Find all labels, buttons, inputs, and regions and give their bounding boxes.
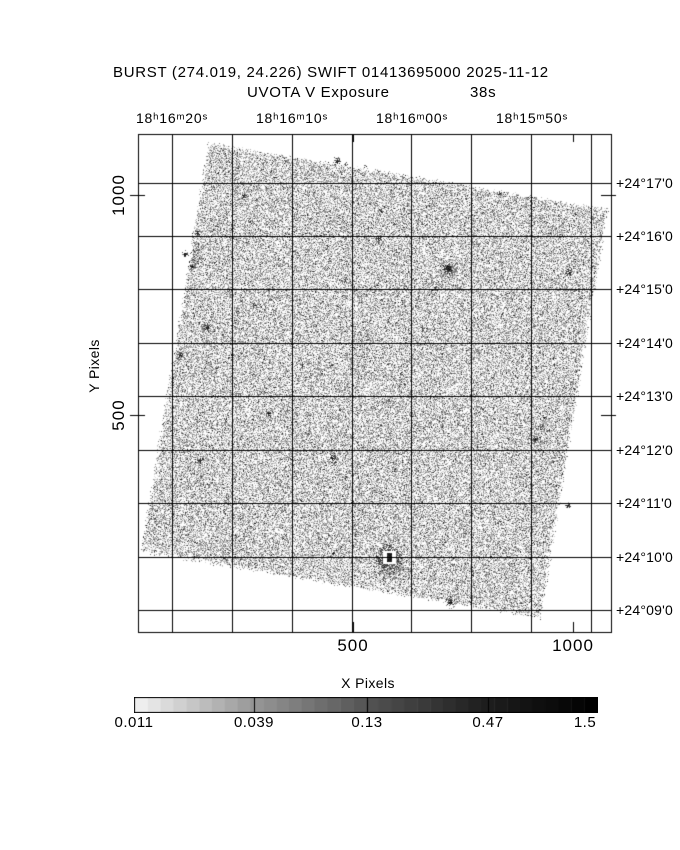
colorbar-tick-label: 1.5	[573, 714, 597, 731]
y-pixel-tick-label: 500	[109, 399, 128, 431]
x-pixel-tick-label: 500	[337, 636, 369, 655]
y-axis-title: Y Pixels	[86, 339, 102, 393]
dec-tick-label: +24°12'0	[616, 442, 673, 458]
dec-tick-label: +24°14'0	[616, 335, 673, 351]
exposure-image-canvas	[120, 124, 630, 640]
figure-subtitle: UVOTA V Exposure	[247, 84, 390, 101]
dec-tick-label: +24°13'0	[616, 388, 673, 404]
x-pixel-tick-label: 1000	[552, 636, 594, 655]
y-pixel-tick-label: 1000	[109, 174, 128, 216]
colorbar-tick-label: 0.039	[233, 714, 275, 731]
colorbar-tick-label: 0.47	[472, 714, 504, 731]
ra-tick-label: 18ʰ16ᵐ00ˢ	[375, 110, 449, 126]
ra-tick-label: 18ʰ15ᵐ50ˢ	[495, 110, 569, 126]
x-axis-title: X Pixels	[341, 675, 395, 691]
figure-title: BURST (274.019, 24.226) SWIFT 0141369500…	[113, 64, 549, 81]
dec-tick-label: +24°16'0	[616, 228, 673, 244]
dec-tick-label: +24°17'0	[616, 175, 673, 191]
colorbar-tick-label: 0.13	[351, 714, 383, 731]
colorbar-tick-label: 0.011	[114, 714, 154, 731]
exposure-duration-label: 38s	[470, 84, 497, 101]
dec-tick-label: +24°10'0	[616, 549, 673, 565]
dec-tick-label: +24°09'0	[616, 602, 673, 618]
dec-tick-label: +24°15'0	[616, 281, 673, 297]
colorbar-canvas	[134, 697, 598, 713]
dec-tick-label: +24°11'0	[616, 495, 672, 511]
ra-tick-label: 18ʰ16ᵐ10ˢ	[255, 110, 329, 126]
ra-tick-label: 18ʰ16ᵐ20ˢ	[135, 110, 209, 126]
